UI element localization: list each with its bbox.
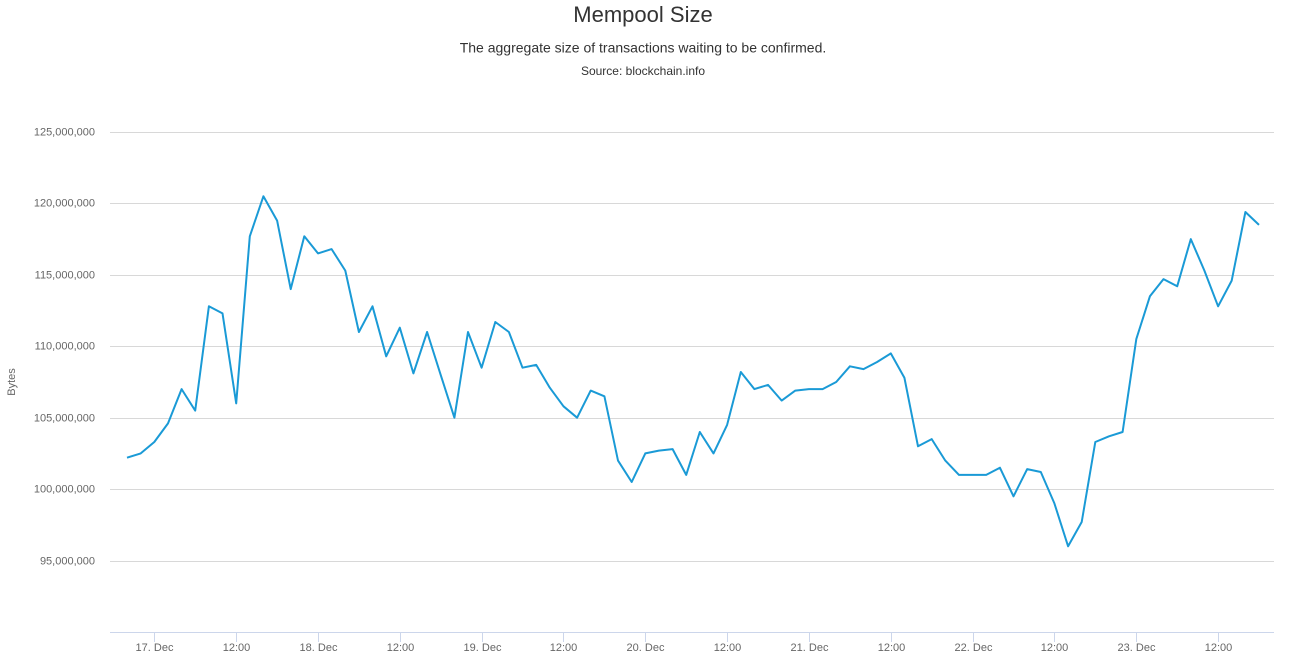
x-tick-label: 12:00 bbox=[1205, 642, 1233, 654]
x-tick-label: 12:00 bbox=[1041, 642, 1069, 654]
x-tick-label: 17. Dec bbox=[136, 642, 174, 654]
x-tick-label: 12:00 bbox=[223, 642, 251, 654]
y-tick-label: 120,000,000 bbox=[34, 197, 95, 209]
y-tick-label: 110,000,000 bbox=[35, 340, 95, 352]
x-tick-label: 12:00 bbox=[714, 642, 742, 654]
chart-source: Source: blockchain.info bbox=[581, 64, 705, 78]
data-line bbox=[126, 195, 1260, 548]
x-tick-label: 18. Dec bbox=[300, 642, 338, 654]
x-tick-label: 19. Dec bbox=[464, 642, 502, 654]
chart-subtitle: The aggregate size of transactions waiti… bbox=[460, 40, 827, 56]
y-axis-title: Bytes bbox=[6, 368, 18, 396]
x-tick-label: 21. Dec bbox=[791, 642, 829, 654]
chart-title: Mempool Size bbox=[573, 2, 712, 27]
y-tick-label: 105,000,000 bbox=[34, 412, 95, 424]
x-tick-label: 12:00 bbox=[387, 642, 415, 654]
y-tick-label: 115,000,000 bbox=[35, 269, 95, 281]
x-tick-label: 23. Dec bbox=[1118, 642, 1156, 654]
x-tick-label: 12:00 bbox=[550, 642, 578, 654]
x-tick-label: 12:00 bbox=[878, 642, 906, 654]
y-tick-label: 100,000,000 bbox=[34, 483, 95, 495]
y-tick-label: 125,000,000 bbox=[34, 126, 95, 138]
x-tick-label: 22. Dec bbox=[955, 642, 993, 654]
y-tick-label: 95,000,000 bbox=[40, 555, 95, 567]
x-tick-label: 20. Dec bbox=[627, 642, 665, 654]
